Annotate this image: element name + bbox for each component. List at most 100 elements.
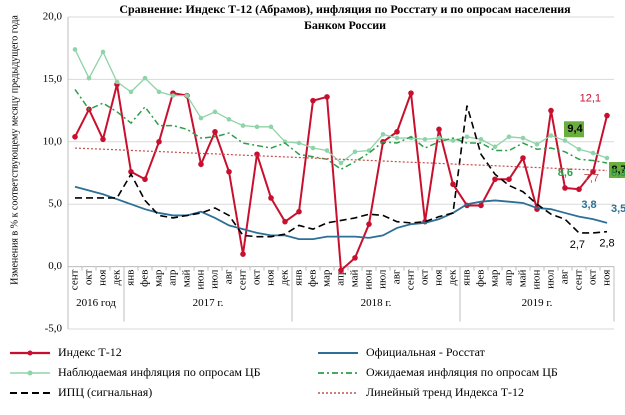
point [128,89,134,95]
point [198,115,204,121]
point [450,181,456,188]
point [226,168,232,175]
point [394,135,400,141]
point [478,202,484,209]
point [422,137,428,142]
point [142,176,148,183]
x-tick-label: янв [461,270,473,286]
x-tick-label: май [517,269,529,287]
data-label: 3,5 [611,203,625,215]
x-tick-label: июл [377,269,389,289]
point [450,138,456,143]
point [100,49,106,55]
y-tick-label: 5,0 [48,198,62,210]
x-group-label: 2018 г. [361,297,392,309]
x-tick-label: сент [69,269,81,290]
point [212,129,218,135]
x-tick-label: дек [111,269,123,285]
point [380,132,386,137]
legend-label: Линейный тренд Индекса Т-12 [366,385,524,399]
data-label: 2,8 [599,238,614,250]
x-tick-label: июн [363,269,375,289]
data-label: 8,7 [611,164,625,176]
x-tick-label: сент [573,269,585,290]
point [394,129,400,135]
point [240,251,246,257]
x-tick-label: янв [125,270,137,286]
legend-label: ИПЦ (сигнальная) [58,385,152,399]
x-tick-label: мар [321,269,333,287]
x-tick-label: мар [153,269,165,287]
series-line [74,49,608,164]
x-tick-label: дек [447,269,459,285]
x-group-label: 2016 год [76,297,116,309]
x-tick-label: окт [587,269,599,285]
point [520,135,526,141]
point [576,186,582,193]
data-label: 8,6 [558,167,573,179]
series-line [74,84,608,273]
y-axis-title: Изменения в % к соответствующему месяцу … [9,15,20,285]
x-tick-label: фев [475,270,487,287]
chart-title: Сравнение: Индекс Т-12 (Абрамов), инфляц… [119,2,571,32]
label-box [564,121,584,138]
point [86,75,92,81]
legend-label: Официальная - Росстат [366,345,486,359]
point [408,90,414,96]
x-tick-label: апр [167,269,179,286]
x-tick-label: авг [391,269,403,284]
y-tick-label: 15,0 [43,73,63,85]
point [562,185,568,191]
x-tick-label: сент [237,269,249,290]
point [212,109,218,115]
x-tick-label: май [349,269,361,287]
point [114,79,120,85]
point [590,150,596,156]
x-tick-label: фев [307,270,319,287]
legend-marker [27,350,33,356]
point [338,160,344,166]
point [156,89,162,95]
x-tick-label: ноя [601,270,613,286]
point [464,134,470,140]
point [240,123,246,128]
legend-label: Индекс Т-12 [58,345,122,359]
series-line [74,185,608,241]
point [436,135,442,141]
x-tick-label: июн [195,269,207,289]
point [198,161,204,168]
point [226,117,232,122]
data-label: 12,1 [580,92,601,104]
point [366,221,372,227]
x-tick-label: ноя [265,270,277,286]
x-tick-label: июл [209,269,221,289]
point [268,124,274,130]
x-tick-label: апр [503,269,515,286]
x-tick-label: янв [293,270,305,286]
point [310,145,316,151]
x-tick-label: фев [139,270,151,287]
legend-label: Ожидаемая инфляция по опросам ЦБ [366,365,558,379]
point [338,267,344,274]
point [156,139,162,145]
series-line [75,105,608,238]
point [282,218,288,225]
x-tick-label: июн [531,269,543,289]
point [184,93,190,98]
point [100,136,106,143]
point [548,133,554,138]
point [436,126,442,133]
point [562,138,568,143]
y-tick-label: 10,0 [43,135,63,147]
x-tick-label: дек [279,269,291,285]
series-line [74,147,608,172]
point [506,134,512,140]
point [492,144,498,150]
x-group-label: 2019 г. [522,297,553,309]
point [604,155,610,161]
x-tick-label: ноя [97,270,109,286]
point [548,107,554,114]
x-tick-label: май [181,269,193,287]
